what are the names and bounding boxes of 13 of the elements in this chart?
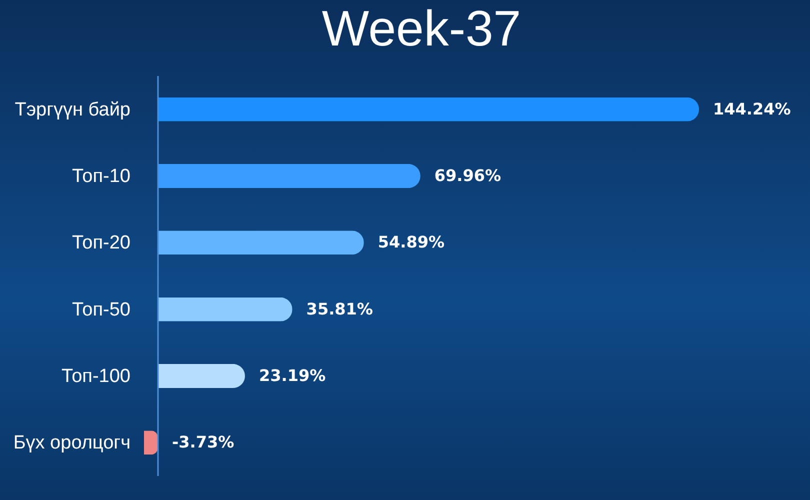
chart-title: Week-37 xyxy=(322,0,522,56)
y-tick-label: Топ-20 xyxy=(72,232,130,254)
y-tick-label: Бүх оролцогч xyxy=(13,432,130,454)
data-label: 54.89% xyxy=(378,232,445,252)
y-tick-label: Топ-50 xyxy=(72,299,130,320)
data-label: 69.96% xyxy=(434,166,502,185)
y-tick-label: Топ-100 xyxy=(61,366,130,387)
y-tick-label: Топ-10 xyxy=(72,166,130,187)
data-label: 23.19% xyxy=(258,366,326,385)
data-label: 144.24% xyxy=(713,99,791,118)
data-label: -3.73% xyxy=(172,432,234,452)
data-label: 35.81% xyxy=(306,299,373,318)
y-tick-label: Тэргүүн байр xyxy=(14,99,130,120)
